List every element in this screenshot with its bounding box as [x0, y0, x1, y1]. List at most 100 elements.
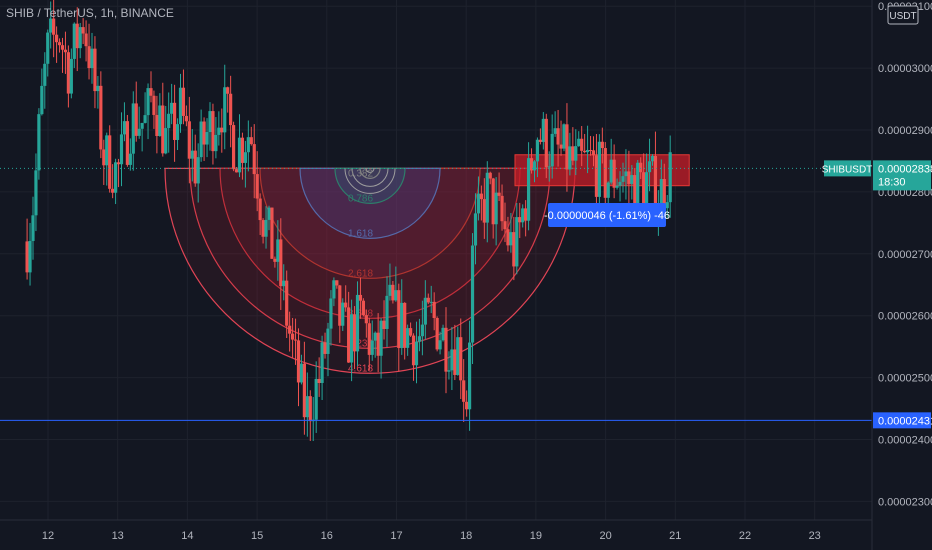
- candle-body: [668, 152, 672, 203]
- candle-body: [57, 42, 62, 46]
- candle-body: [46, 32, 50, 64]
- candle-body: [479, 193, 483, 200]
- candle-body: [108, 135, 112, 189]
- candle-body: [69, 58, 73, 94]
- exchange: BINANCE: [120, 6, 174, 20]
- candle-body: [329, 298, 333, 329]
- candle-body: [594, 155, 599, 197]
- x-tick-label: 17: [390, 530, 402, 542]
- candle-body: [414, 341, 419, 366]
- fib-level-label: 1.618: [348, 228, 373, 239]
- y-tick-label: 0.00002700: [878, 249, 932, 261]
- candle-body: [52, 18, 56, 35]
- candle-body: [28, 241, 32, 273]
- candle-body: [199, 121, 203, 158]
- candle-body: [503, 221, 507, 230]
- candle-body: [529, 158, 534, 171]
- candle-body: [394, 290, 398, 301]
- candle-body: [122, 121, 127, 135]
- candle-body: [261, 220, 265, 237]
- candle-body: [659, 179, 663, 204]
- fib-level-label: 4.236: [348, 338, 373, 349]
- hline-price-label: 0.00002431: [878, 415, 932, 427]
- candle-body: [158, 105, 162, 136]
- candle-body: [565, 124, 569, 170]
- candle-body: [288, 325, 292, 334]
- candle-body: [184, 115, 188, 122]
- candle-body: [196, 157, 200, 184]
- candle-body: [255, 174, 259, 199]
- candle-body: [116, 162, 121, 165]
- candle-body: [612, 159, 616, 188]
- candle-body: [119, 134, 124, 165]
- candle-body: [60, 45, 65, 50]
- candle-body: [276, 239, 280, 262]
- candle-body: [282, 280, 286, 287]
- candle-body: [264, 219, 268, 237]
- candle-body: [170, 102, 174, 114]
- candle-body: [411, 335, 416, 366]
- candle-body: [220, 127, 224, 133]
- price-lines: -0.00000046 (-1.61%) -46: [0, 167, 872, 421]
- candle-body: [314, 378, 318, 420]
- candle-body: [633, 175, 637, 213]
- candle-body: [246, 137, 250, 153]
- candle-body: [639, 162, 643, 173]
- candle-body: [347, 307, 351, 363]
- candle-body: [125, 121, 129, 165]
- last-price-label: 0.00002838: [878, 163, 932, 175]
- y-tick-label: 0.00002500: [878, 373, 932, 385]
- hline-price-tag: [873, 412, 931, 429]
- candle-body: [267, 207, 271, 220]
- candle-body: [485, 172, 489, 223]
- candle-body: [465, 401, 469, 410]
- candle-body: [302, 363, 306, 418]
- candle-body: [506, 229, 510, 246]
- candle-body: [137, 128, 141, 136]
- candle-body: [208, 111, 212, 133]
- candle-body: [376, 332, 380, 356]
- x-tick-label: 16: [321, 530, 333, 542]
- candle-body: [40, 85, 44, 115]
- interval[interactable]: 1h: [100, 6, 114, 20]
- candle-body: [518, 217, 522, 223]
- fib-level-label: 0.382: [348, 168, 373, 179]
- candle-body: [296, 340, 301, 383]
- candle-body: [491, 178, 495, 225]
- candle-body: [143, 115, 147, 123]
- candle-body: [500, 195, 504, 222]
- y-tick-label: 0.00002900: [878, 125, 932, 137]
- candle-body: [299, 363, 304, 383]
- symbol-name[interactable]: SHIB / TetherUS: [6, 6, 94, 20]
- candle-body: [618, 181, 622, 186]
- candle-body: [54, 34, 59, 43]
- candle-body: [205, 132, 209, 145]
- candle-body: [521, 208, 525, 223]
- candle-body: [535, 139, 540, 162]
- candle-body: [467, 342, 472, 410]
- candle-body: [214, 134, 218, 152]
- candle-body: [653, 155, 658, 216]
- candles: [25, 0, 672, 441]
- candle-body: [149, 88, 153, 96]
- candle-body: [279, 239, 283, 287]
- candle-body: [25, 241, 29, 273]
- candle-body: [606, 182, 610, 198]
- candle-body: [532, 161, 537, 171]
- candle-body: [636, 162, 640, 213]
- candle-body: [249, 137, 253, 145]
- candle-body: [391, 284, 395, 301]
- candle-body: [326, 328, 330, 354]
- candle-body: [190, 150, 194, 159]
- candle-body: [243, 152, 247, 163]
- candle-body: [438, 340, 442, 350]
- candle-body: [497, 192, 501, 196]
- candle-body: [211, 111, 215, 152]
- fib-level-label: 4.618: [348, 363, 373, 374]
- candle-body: [609, 159, 613, 183]
- time-axis[interactable]: 12 13 14 15 16 17 18 19 20 21 22 23: [0, 519, 872, 542]
- candle-body: [270, 207, 274, 259]
- candle-body: [155, 114, 159, 136]
- currency-badge[interactable]: [887, 5, 919, 25]
